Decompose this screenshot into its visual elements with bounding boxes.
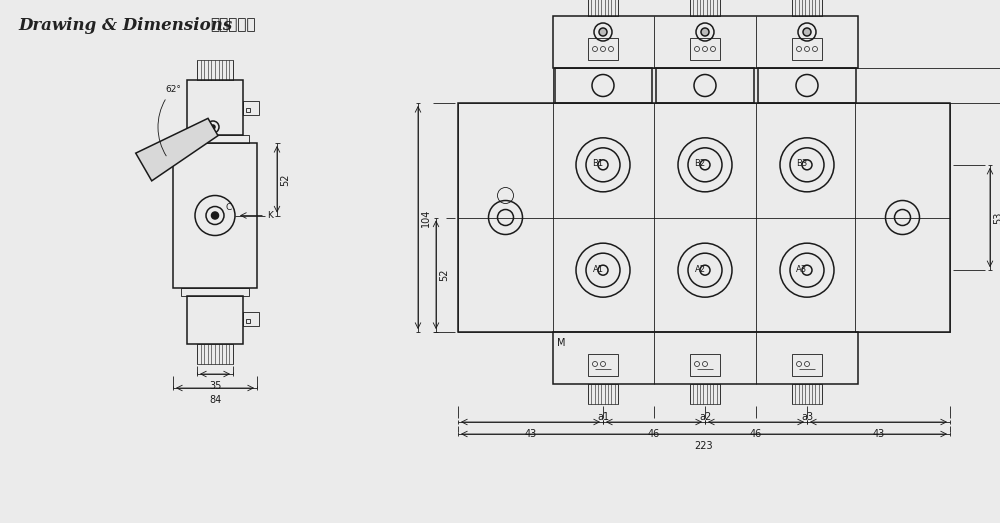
Text: 62°: 62° (165, 85, 181, 94)
Text: C: C (226, 202, 232, 211)
Bar (187, 80, 243, 135)
Bar (792, 384, 822, 404)
Bar (690, 354, 720, 376)
Bar (246, 319, 250, 323)
Text: 图纸和尺寸: 图纸和尺寸 (210, 17, 256, 32)
Bar (690, 384, 720, 404)
Bar (588, 384, 618, 404)
Bar (690, 38, 720, 60)
Text: 84: 84 (209, 395, 221, 405)
Bar (588, 354, 618, 376)
Text: a2: a2 (699, 412, 711, 422)
Bar (758, 68, 856, 103)
Text: B2: B2 (694, 160, 706, 168)
Text: B1: B1 (592, 160, 604, 168)
Bar (458, 103, 553, 332)
Bar (792, 354, 822, 376)
Text: A3: A3 (796, 265, 808, 274)
Bar (181, 135, 249, 143)
Bar (588, 38, 618, 60)
Bar (792, 0, 822, 16)
Circle shape (212, 212, 218, 219)
Text: A2: A2 (694, 265, 706, 274)
Circle shape (701, 28, 709, 36)
Text: Drawing & Dimensions: Drawing & Dimensions (18, 17, 232, 34)
Text: 43: 43 (524, 429, 537, 439)
Text: a1: a1 (597, 412, 609, 422)
Text: 53: 53 (993, 211, 1000, 224)
Bar (197, 344, 233, 364)
Circle shape (599, 28, 607, 36)
Bar (555, 68, 652, 103)
Bar (855, 103, 950, 332)
Bar (588, 0, 618, 16)
Text: 43: 43 (872, 429, 885, 439)
Bar (458, 103, 950, 332)
Bar (173, 143, 257, 288)
Text: B3: B3 (796, 160, 808, 168)
Text: A1: A1 (592, 265, 604, 274)
Text: 46: 46 (750, 429, 762, 439)
Bar (792, 38, 822, 60)
Polygon shape (136, 118, 218, 181)
Text: 52: 52 (439, 268, 449, 281)
Text: M: M (557, 338, 566, 348)
Bar (181, 288, 249, 296)
Bar (656, 68, 754, 103)
Bar (553, 332, 858, 384)
Text: a3: a3 (801, 412, 813, 422)
Text: 223: 223 (695, 441, 713, 451)
Text: 46: 46 (648, 429, 660, 439)
Bar (553, 68, 1000, 103)
Bar (243, 312, 259, 326)
Bar (197, 60, 233, 80)
Text: 35: 35 (209, 381, 221, 391)
Circle shape (803, 28, 811, 36)
Bar (187, 296, 243, 344)
Text: 52: 52 (280, 173, 290, 186)
Bar (243, 101, 259, 115)
Circle shape (211, 125, 215, 129)
Text: 104: 104 (421, 208, 431, 226)
Bar (553, 16, 858, 68)
Text: K: K (267, 211, 273, 220)
Bar (690, 0, 720, 16)
Bar (246, 108, 250, 112)
